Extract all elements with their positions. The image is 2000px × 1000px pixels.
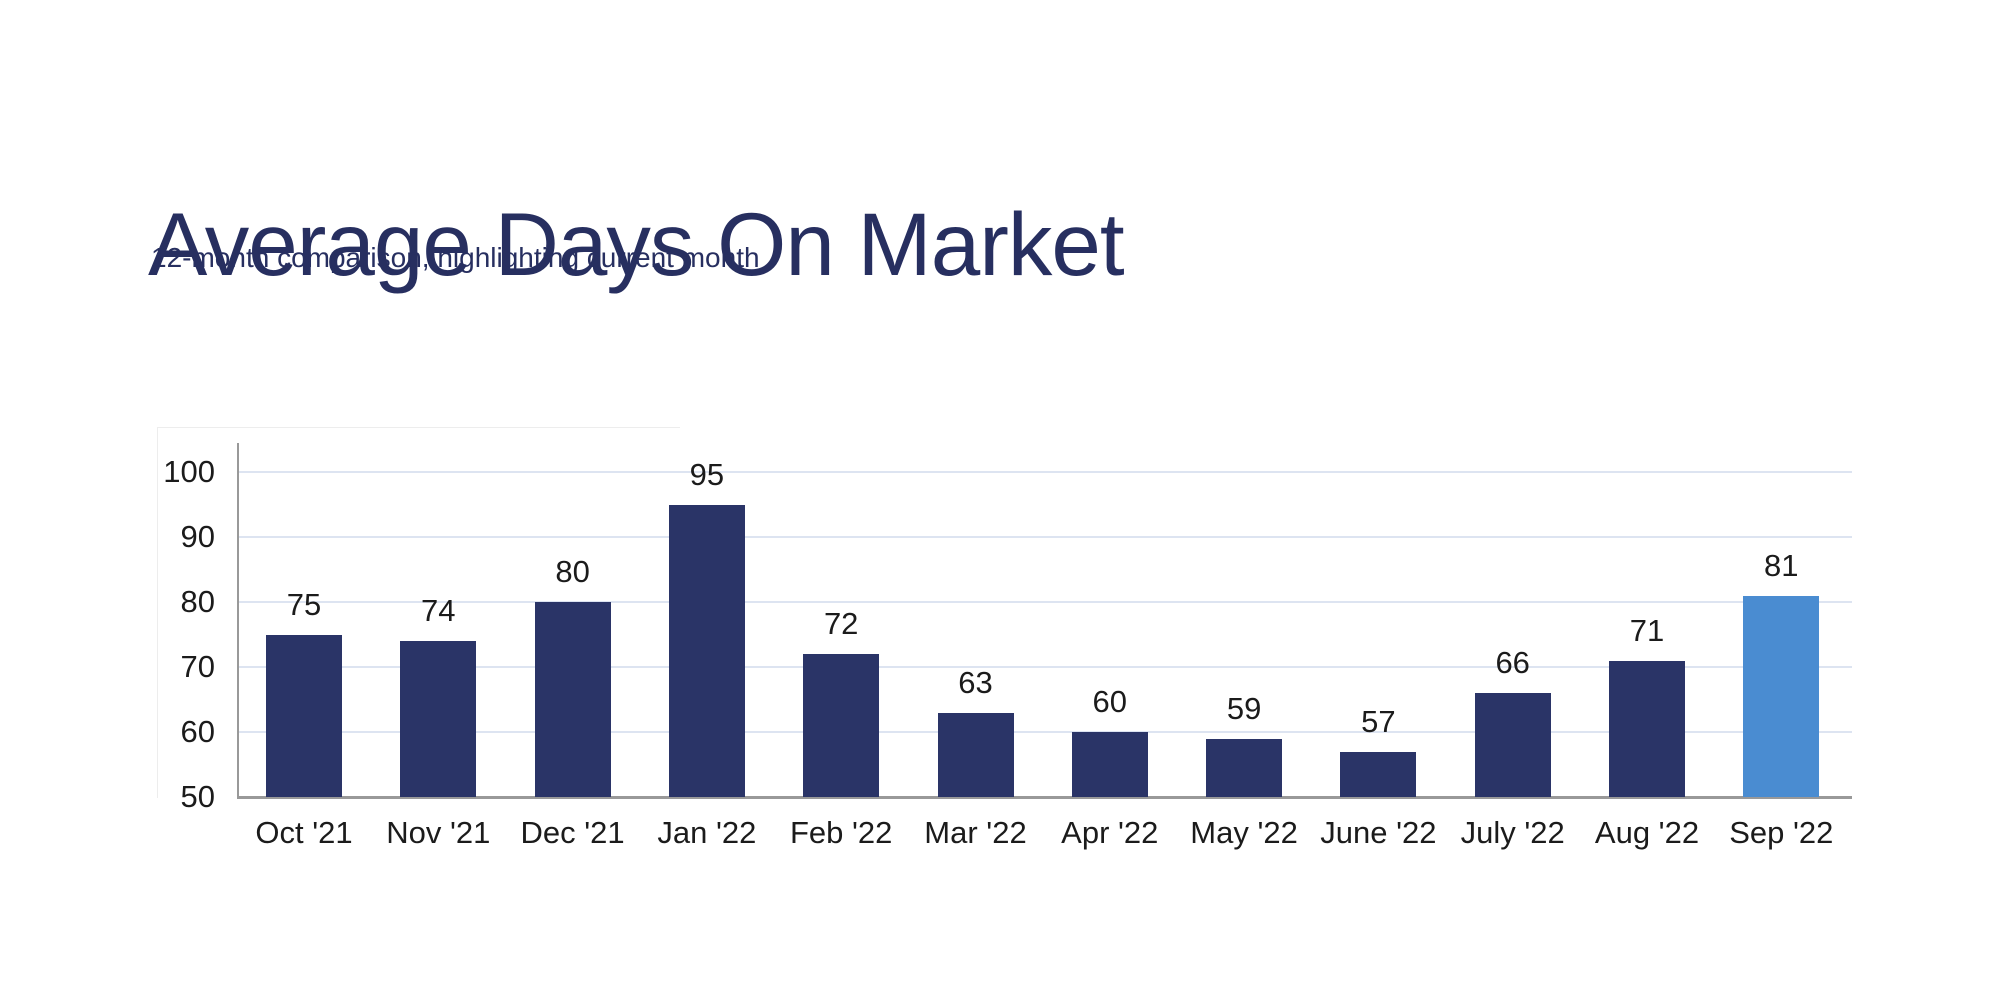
bar-value-label: 95: [689, 456, 725, 492]
x-tick-label: Oct '21: [255, 815, 353, 850]
x-tick-label: May '22: [1190, 815, 1298, 850]
bar-value-label: 57: [1361, 703, 1396, 739]
x-tick-label: Dec '21: [520, 815, 625, 850]
y-axis-line: [237, 443, 239, 797]
x-tick-label: Aug '22: [1594, 815, 1700, 850]
x-tick-label: Mar '22: [924, 815, 1027, 850]
plot-backdrop: [157, 427, 680, 798]
page-subtitle: 12-month comparison, highlighting curren…: [151, 242, 760, 273]
page-title: Average Days On Market: [148, 193, 1125, 294]
bar-value-label: 74: [421, 593, 456, 628]
bar-value-label: 72: [823, 606, 859, 641]
gridline: [237, 731, 1852, 733]
x-tick-label: Sep '22: [1729, 815, 1834, 850]
x-tick-label: Apr '22: [1061, 815, 1159, 850]
gridline: [237, 471, 1852, 473]
bar-oct-21: [266, 634, 342, 797]
x-tick-label: July '22: [1460, 815, 1565, 850]
y-tick-label: 50: [180, 779, 215, 814]
bar-feb-22: [803, 654, 880, 797]
x-tick-label: June '22: [1320, 815, 1437, 850]
bar-sep-22: [1743, 595, 1820, 797]
bar-mar-22: [937, 712, 1014, 797]
bar-jan-22: [668, 504, 745, 797]
bar-aug-22: [1609, 660, 1685, 797]
bar-june-22: [1340, 751, 1417, 797]
gridline: [237, 666, 1852, 668]
bar-dec-21: [534, 602, 611, 797]
bar-nov-21: [400, 641, 477, 797]
bar-july-22: [1474, 693, 1551, 797]
y-tick-label: 90: [180, 519, 215, 554]
x-axis-line: [237, 796, 1852, 799]
bar-value-label: 59: [1226, 690, 1262, 726]
x-tick-label: Feb '22: [789, 815, 893, 850]
x-tick-label: Nov '21: [386, 815, 491, 850]
bar-apr-22: [1071, 732, 1148, 797]
bar-value-label: 81: [1764, 547, 1799, 583]
bar-value-label: 75: [286, 586, 322, 622]
y-tick-label: 70: [180, 649, 215, 684]
y-tick-label: 80: [180, 584, 215, 619]
y-tick-label: 60: [180, 714, 215, 749]
bar-value-label: 71: [1629, 612, 1665, 648]
x-tick-label: Jan '22: [657, 815, 757, 850]
bar-value-label: 80: [555, 554, 590, 589]
bar-may-22: [1206, 738, 1283, 797]
bar-value-label: 60: [1092, 684, 1128, 719]
gridline: [237, 601, 1852, 603]
gridline: [237, 536, 1852, 538]
bar-value-label: 66: [1495, 645, 1530, 680]
bar-value-label: 63: [958, 664, 993, 700]
y-tick-label: 100: [163, 454, 215, 489]
